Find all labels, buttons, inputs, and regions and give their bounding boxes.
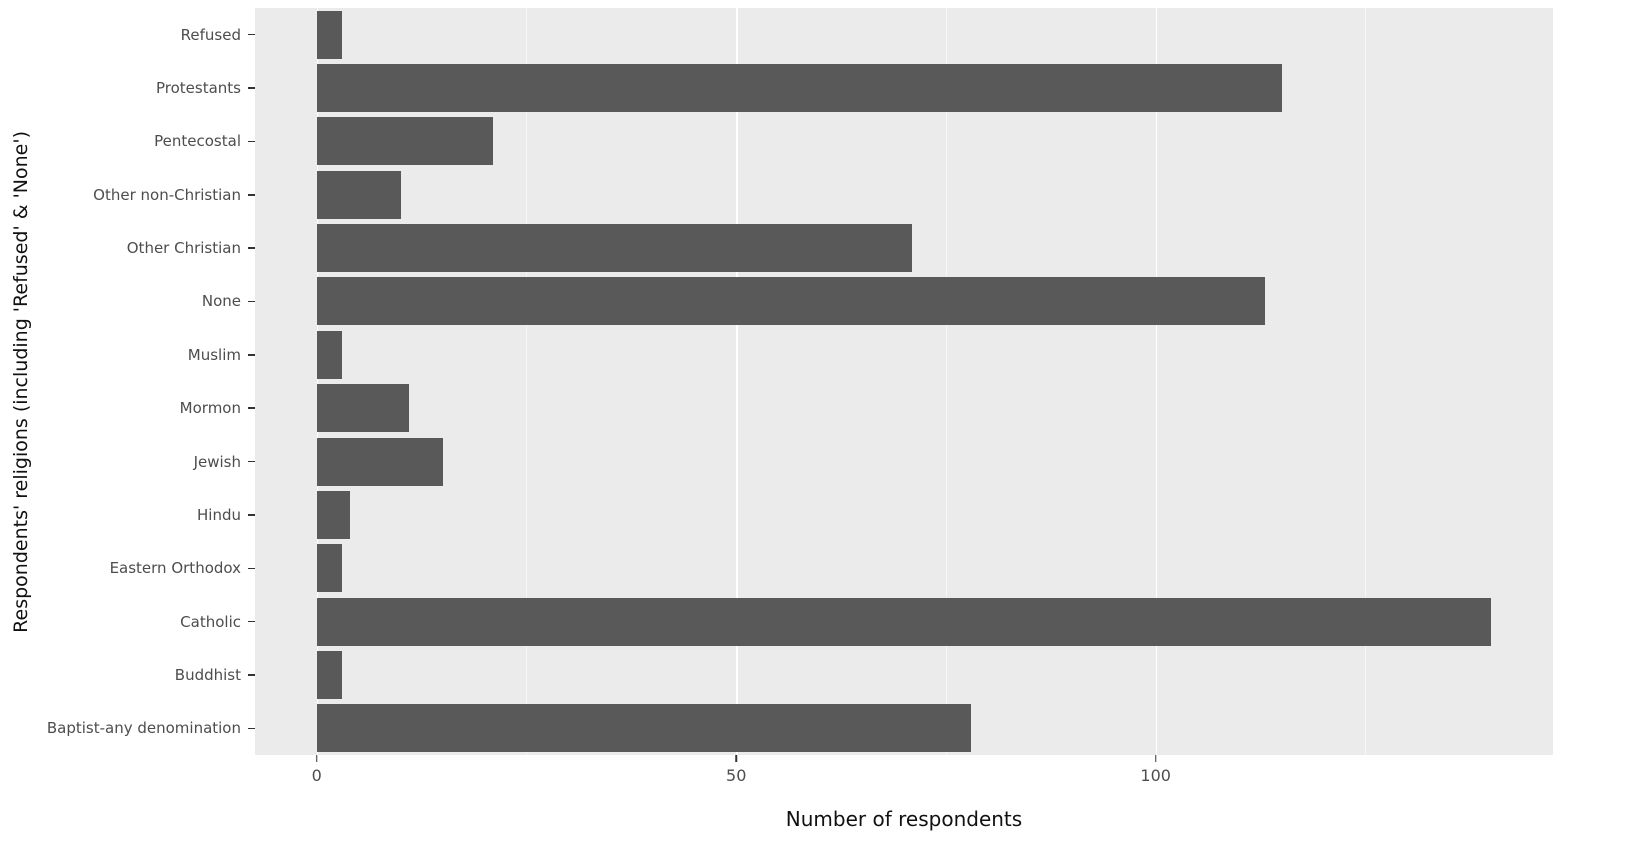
y-tick-mark (248, 620, 255, 623)
bar-row (255, 168, 1553, 221)
y-tick-mark (248, 247, 255, 249)
gridline-major (736, 8, 738, 755)
y-tick-label-hindu: Hindu (197, 505, 241, 524)
y-tick-row: Muslim (42, 328, 255, 381)
y-tick-row: Other Christian (42, 221, 255, 274)
y-tick-row: Pentecostal (42, 115, 255, 168)
bar-none (316, 277, 1265, 326)
bar-catholic (316, 597, 1492, 646)
plot-panel (255, 8, 1553, 755)
bar-hindu (316, 490, 351, 539)
bar-jewish (316, 437, 443, 486)
y-tick-row: Other non-Christian (42, 168, 255, 221)
y-axis-title-area: Respondents' religions (including 'Refus… (0, 8, 42, 755)
y-tick-label-buddhist: Buddhist (174, 665, 241, 684)
bar-other-non-christian (316, 170, 401, 219)
y-tick-label-other-non-christian: Other non-Christian (93, 185, 241, 204)
bar-pentecostal (316, 117, 493, 166)
y-tick-label-baptist-any-denomination: Baptist-any denomination (46, 719, 241, 738)
gridline-major (316, 8, 319, 755)
bars-container (255, 8, 1553, 755)
y-tick-mark (248, 194, 255, 196)
bar-row (255, 382, 1553, 435)
bar-protestants (316, 64, 1282, 113)
bar-row (255, 61, 1553, 114)
y-tick-mark (248, 33, 255, 36)
y-tick-mark (248, 727, 255, 730)
x-axis-title-area: Number of respondents (255, 793, 1553, 845)
y-tick-mark (248, 300, 255, 303)
x-tick-mark (315, 755, 318, 762)
y-tick-label-refused: Refused (180, 25, 241, 44)
bar-row (255, 435, 1553, 488)
y-tick-label-jewish: Jewish (193, 452, 241, 471)
x-tick-label-100: 100 (1140, 766, 1171, 785)
y-tick-row: Mormon (42, 382, 255, 435)
y-tick-row: Eastern Orthodox (42, 542, 255, 595)
y-tick-row: Buddhist (42, 648, 255, 701)
y-tick-row: Hindu (42, 488, 255, 541)
bar-row (255, 221, 1553, 274)
bar-refused (316, 10, 342, 59)
y-tick-mark (248, 460, 255, 463)
bar-eastern-orthodox (316, 544, 342, 593)
gridline-minor (526, 8, 528, 755)
bar-other-christian (316, 224, 913, 273)
bar-mormon (316, 384, 409, 433)
y-tick-mark (248, 140, 255, 143)
bar-row (255, 648, 1553, 701)
y-tick-label-pentecostal: Pentecostal (154, 132, 241, 151)
y-tick-label-catholic: Catholic (180, 612, 241, 631)
gridline-minor (945, 8, 947, 755)
x-tick-label-0: 0 (311, 766, 322, 785)
x-axis-title: Number of respondents (785, 807, 1023, 831)
bar-row (255, 8, 1553, 61)
bar-row (255, 328, 1553, 381)
bar-row (255, 115, 1553, 168)
x-tick-mark (735, 755, 737, 762)
gridline-major (1155, 8, 1158, 755)
y-axis-tick-labels: Refused Protestants Pentecostal Other non-C… (42, 8, 255, 755)
y-tick-label-mormon: Mormon (179, 399, 241, 418)
bar-row (255, 488, 1553, 541)
y-tick-row: Catholic (42, 595, 255, 648)
bar-muslim (316, 330, 342, 379)
y-axis-title: Respondents' religions (including 'Refus… (10, 130, 32, 633)
y-tick-label-protestants: Protestants (156, 79, 241, 98)
y-tick-label-none: None (201, 292, 241, 311)
y-tick-row: None (42, 275, 255, 328)
x-axis: 0 50 100 (255, 755, 1553, 793)
gridlines (255, 8, 1553, 755)
bar-buddhist (316, 650, 342, 699)
y-tick-mark (248, 514, 255, 516)
y-tick-label-muslim: Muslim (187, 345, 241, 364)
x-tick-mark (1154, 755, 1157, 762)
y-tick-mark (248, 407, 255, 409)
y-tick-mark (248, 674, 255, 676)
bar-row (255, 275, 1553, 328)
x-tick-label-50: 50 (726, 766, 747, 785)
y-tick-row: Baptist-any denomination (42, 702, 255, 755)
y-tick-row: Protestants (42, 61, 255, 114)
gridline-minor (1365, 8, 1367, 755)
bar-row (255, 542, 1553, 595)
y-tick-row: Jewish (42, 435, 255, 488)
y-tick-label-other-christian: Other Christian (126, 239, 241, 258)
y-tick-mark (248, 567, 255, 570)
bar-row (255, 702, 1553, 755)
y-tick-row: Refused (42, 8, 255, 61)
bar-baptist-any-denomination (316, 704, 972, 753)
y-tick-mark (248, 87, 255, 89)
y-tick-mark (248, 354, 255, 356)
bar-row (255, 595, 1553, 648)
y-tick-label-eastern-orthodox: Eastern Orthodox (109, 559, 241, 578)
